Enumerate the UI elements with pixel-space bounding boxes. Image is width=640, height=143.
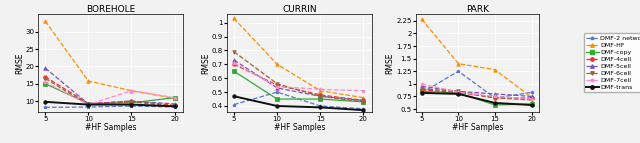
Y-axis label: RMSE: RMSE (15, 52, 24, 74)
Title: PARK: PARK (466, 5, 489, 14)
Title: BOREHOLE: BOREHOLE (86, 5, 136, 14)
Y-axis label: RMSE: RMSE (386, 52, 395, 74)
X-axis label: #HF Samples: #HF Samples (452, 123, 503, 132)
Legend: DMF-2 network, DMF-HF, DMF-copy, DMF-4cell, DMF-5cell, DMF-6cell, DMF-7cell, DMF: DMF-2 network, DMF-HF, DMF-copy, DMF-4ce… (584, 33, 640, 92)
X-axis label: #HF Samples: #HF Samples (274, 123, 325, 132)
Title: CURRIN: CURRIN (282, 5, 317, 14)
Y-axis label: RMSE: RMSE (202, 52, 211, 74)
X-axis label: #HF Samples: #HF Samples (85, 123, 136, 132)
